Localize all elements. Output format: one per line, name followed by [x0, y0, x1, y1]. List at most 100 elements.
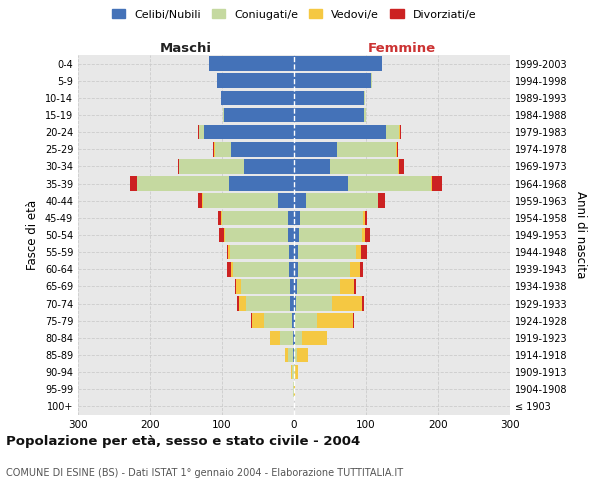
Bar	[294, 194, 305, 208]
Bar	[294, 330, 295, 345]
Bar	[219, 228, 224, 242]
Bar	[301, 210, 363, 225]
Bar	[294, 314, 295, 328]
Bar	[203, 194, 278, 208]
Bar	[241, 279, 290, 293]
Bar	[398, 159, 399, 174]
Bar	[294, 296, 296, 311]
Bar	[340, 279, 355, 293]
Bar	[265, 314, 292, 328]
Bar	[224, 108, 294, 122]
Bar	[230, 262, 233, 276]
Bar	[215, 142, 230, 156]
Y-axis label: Fasce di età: Fasce di età	[26, 200, 39, 270]
Bar	[217, 74, 294, 88]
Bar	[294, 125, 386, 140]
Bar	[223, 108, 224, 122]
Bar	[289, 262, 294, 276]
Bar	[288, 348, 293, 362]
Bar	[289, 245, 294, 260]
Bar	[225, 228, 287, 242]
Bar	[227, 245, 229, 260]
Bar	[236, 279, 241, 293]
Bar	[294, 262, 298, 276]
Bar	[295, 314, 317, 328]
Bar	[251, 314, 265, 328]
Bar	[292, 314, 294, 328]
Bar	[297, 279, 340, 293]
Bar	[294, 382, 295, 396]
Bar	[294, 142, 337, 156]
Bar	[337, 142, 396, 156]
Bar	[280, 330, 293, 345]
Bar	[137, 176, 229, 191]
Bar	[293, 382, 294, 396]
Bar	[293, 348, 294, 362]
Legend: Celibi/Nubili, Coniugati/e, Vedovi/e, Divorziati/e: Celibi/Nubili, Coniugati/e, Vedovi/e, Di…	[107, 5, 481, 24]
Bar	[305, 194, 377, 208]
Bar	[364, 108, 366, 122]
Bar	[214, 142, 215, 156]
Bar	[399, 125, 400, 140]
Bar	[299, 228, 362, 242]
Bar	[399, 159, 404, 174]
Text: Popolazione per età, sesso e stato civile - 2004: Popolazione per età, sesso e stato civil…	[6, 435, 360, 448]
Bar	[237, 296, 239, 311]
Bar	[293, 330, 294, 345]
Bar	[386, 125, 399, 140]
Bar	[294, 210, 301, 225]
Bar	[130, 176, 137, 191]
Text: COMUNE DI ESINE (BS) - Dati ISTAT 1° gennaio 2004 - Elaborazione TUTTITALIA.IT: COMUNE DI ESINE (BS) - Dati ISTAT 1° gen…	[6, 468, 403, 477]
Bar	[294, 365, 295, 380]
Bar	[295, 365, 298, 380]
Bar	[295, 330, 302, 345]
Bar	[294, 245, 298, 260]
Bar	[233, 262, 289, 276]
Bar	[292, 365, 294, 380]
Bar	[230, 245, 289, 260]
Bar	[353, 314, 354, 328]
Bar	[377, 194, 378, 208]
Bar	[290, 279, 294, 293]
Bar	[396, 142, 397, 156]
Bar	[297, 348, 308, 362]
Bar	[294, 74, 371, 88]
Bar	[290, 296, 294, 311]
Bar	[239, 296, 246, 311]
Bar	[287, 210, 294, 225]
Bar	[397, 142, 398, 156]
Text: Maschi: Maschi	[160, 42, 212, 55]
Bar	[270, 330, 280, 345]
Bar	[287, 228, 294, 242]
Bar	[278, 194, 294, 208]
Bar	[294, 228, 299, 242]
Bar	[294, 90, 364, 105]
Bar	[364, 90, 365, 105]
Bar	[359, 262, 363, 276]
Bar	[221, 90, 294, 105]
Bar	[229, 245, 230, 260]
Bar	[350, 262, 359, 276]
Bar	[198, 194, 202, 208]
Bar	[218, 210, 221, 225]
Bar	[302, 330, 327, 345]
Y-axis label: Anni di nascita: Anni di nascita	[574, 192, 587, 278]
Bar	[361, 245, 367, 260]
Bar	[362, 228, 365, 242]
Bar	[199, 125, 204, 140]
Bar	[221, 210, 222, 225]
Bar	[363, 210, 365, 225]
Bar	[294, 108, 364, 122]
Bar	[332, 296, 362, 311]
Bar	[317, 314, 353, 328]
Text: Femmine: Femmine	[368, 42, 436, 55]
Bar	[294, 279, 297, 293]
Bar	[378, 194, 385, 208]
Bar	[222, 210, 287, 225]
Bar	[294, 159, 330, 174]
Bar	[246, 296, 290, 311]
Bar	[209, 56, 294, 71]
Bar	[286, 348, 288, 362]
Bar	[371, 74, 372, 88]
Bar	[235, 279, 236, 293]
